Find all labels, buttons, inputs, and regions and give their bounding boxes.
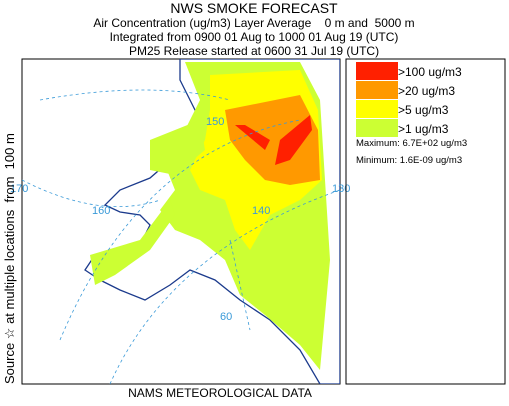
legend-label: >1 ug/m3: [398, 122, 449, 136]
footer: NAMS METEOROLOGICAL DATA: [128, 386, 312, 400]
map-label: 140: [252, 205, 270, 217]
maximum: Maximum: 6.7E+02 ug/m3: [356, 138, 467, 149]
legend-label: >20 ug/m3: [398, 84, 455, 98]
legend-swatch: [356, 100, 398, 118]
map-label: 60: [220, 311, 232, 323]
legend-label: >5 ug/m3: [398, 103, 449, 117]
legend-box: [345, 58, 506, 385]
map-label: 170: [10, 183, 28, 195]
map: 170 160 150 140 130 60: [10, 58, 350, 385]
map-label: 150: [206, 116, 224, 128]
legend: >100 ug/m3 >20 ug/m3 >5 ug/m3 >1 ug/m3: [356, 62, 462, 137]
side-label: Source ☆ at multiple locations from 100 …: [2, 133, 17, 384]
minimum: Minimum: 1.6E-09 ug/m3: [356, 155, 462, 166]
legend-label: >100 ug/m3: [398, 65, 462, 79]
title: NWS SMOKE FORECAST: [170, 0, 338, 16]
subtitle: Air Concentration (ug/m3) Layer Average …: [93, 16, 414, 30]
map-label: 130: [332, 183, 350, 195]
subtitle: PM25 Release started at 0600 31 Jul 19 (…: [129, 44, 379, 58]
subtitle: Integrated from 0900 01 Aug to 1000 01 A…: [110, 30, 399, 44]
map-label: 160: [92, 205, 110, 217]
legend-swatch: [356, 81, 398, 99]
legend-swatch: [356, 62, 398, 80]
legend-swatch: [356, 119, 398, 137]
